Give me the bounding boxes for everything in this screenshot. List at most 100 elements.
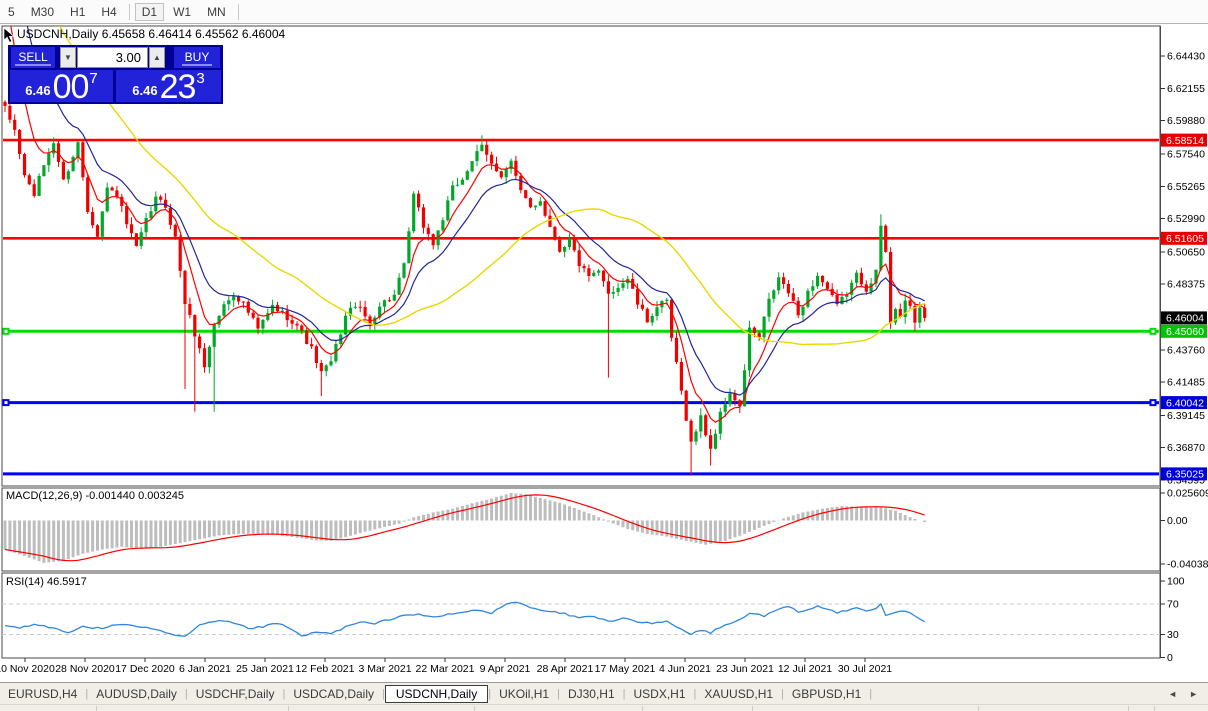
price-badge-6.46004 (1161, 311, 1207, 325)
symbol-tabbar: EURUSD,H4 | AUDUSD,Daily | USDCHF,Daily | USDC… (0, 682, 1208, 704)
tab-scroll-left-icon[interactable]: ◄ (1168, 688, 1178, 699)
rsi-tick-label: 100 (1167, 576, 1185, 588)
price-badge-6.58514 (1161, 133, 1207, 147)
volume-decrease-button[interactable]: ▼ (60, 47, 76, 68)
price-tick-label: 6.50650 (1167, 246, 1205, 258)
price-tick-label: 6.43760 (1167, 344, 1205, 356)
date-label: 12 Jul 2021 (778, 663, 832, 675)
timeframe-h4[interactable]: H4 (101, 4, 117, 19)
chart-ohlc-readout: 6.45658 6.46414 6.45562 6.46004 (101, 27, 286, 41)
line-handle-center (4, 401, 8, 405)
tab-gbpusd-h1[interactable]: GBPUSD,H1 (791, 686, 862, 701)
chart-title: USDCNH,Daily 6.45658 6.46414 6.45562 6.4… (17, 27, 285, 41)
sell-button[interactable]: SELL (11, 47, 55, 68)
timeframe-h1[interactable]: H1 (70, 4, 86, 19)
status-bar (0, 704, 1208, 711)
date-label: 9 Apr 2021 (480, 663, 531, 675)
tab-separator: | (282, 687, 286, 700)
tab-separator: | (869, 687, 873, 700)
tab-usdx-h1[interactable]: USDX,H1 (633, 686, 686, 701)
timeframe-toolbar: 5 M30 H1 H4 D1 W1 MN (0, 0, 1208, 24)
macd-tick-label: -0.040386 (1167, 558, 1208, 570)
one-click-trade-panel: SELL ▼ 3.00 ▲ BUY 6.46 00 7 6.46 23 3 (8, 45, 223, 104)
tab-separator: | (382, 687, 385, 700)
ma-fast (10, 26, 926, 423)
date-label: 12 Feb 2021 (296, 663, 355, 675)
statusbar-divider (1128, 706, 1129, 711)
price-tick-label: 6.59880 (1167, 115, 1205, 127)
sell-button-label: SELL (15, 50, 51, 66)
timeframe-d1[interactable]: D1 (134, 2, 165, 21)
down-candle-wicks (4, 100, 926, 476)
date-label: 17 May 2021 (595, 663, 656, 675)
rsi-line (4, 601, 926, 637)
tab-usdcad-daily[interactable]: USDCAD,Daily (293, 686, 374, 701)
price-tick-label: 6.41485 (1167, 377, 1205, 389)
date-label: 25 Jan 2021 (236, 663, 294, 675)
tab-separator: | (488, 687, 492, 700)
price-badge-6.40042 (1161, 396, 1207, 410)
toolbar-separator (237, 3, 239, 20)
time-axis[interactable]: 10 Nov 2020 28 Nov 2020 17 Dec 2020 6 Jan 2… (0, 658, 892, 675)
tab-audusd-daily[interactable]: AUDUSD,Daily (96, 686, 177, 701)
tab-usdchf-daily[interactable]: USDCHF,Daily (195, 686, 275, 701)
horizontal-level-lines[interactable] (2, 138, 1160, 476)
macd-signal-line (4, 494, 925, 562)
rsi-tick-label: 70 (1167, 599, 1179, 611)
timeframe-m30[interactable]: M30 (30, 4, 55, 19)
price-badge-label: 6.40042 (1166, 397, 1204, 409)
buy-price-panel[interactable]: 6.46 23 3 (116, 68, 221, 106)
timeframe-5[interactable]: 5 (8, 4, 15, 19)
ma-medium (26, 26, 925, 396)
tab-separator: | (184, 687, 188, 700)
price-tick-label: 6.57540 (1167, 149, 1205, 161)
date-label: 22 Mar 2021 (416, 663, 475, 675)
rsi-tick-label: 0 (1167, 652, 1173, 664)
tab-separator: | (781, 687, 784, 700)
price-tick-label: 6.55265 (1167, 181, 1205, 193)
timeframe-w1[interactable]: W1 (173, 4, 192, 19)
candlestick-series (3, 100, 927, 476)
buy-button-label: BUY (181, 50, 213, 66)
tab-scroll-arrows: ◄ ► (1168, 689, 1198, 699)
volume-input[interactable]: 3.00 (77, 47, 148, 68)
statusbar-divider (1154, 706, 1155, 711)
timeframe-mn[interactable]: MN (207, 4, 226, 19)
macd-tick-label: 0.00 (1167, 515, 1188, 527)
statusbar-divider (978, 706, 979, 711)
price-badge-6.45060 (1161, 324, 1207, 338)
date-label: 10 Nov 2020 (0, 663, 55, 675)
statusbar-divider (642, 706, 643, 711)
buy-price-prefix: 6.46 (132, 83, 158, 98)
price-badge-label: 6.35025 (1166, 469, 1204, 481)
buy-price-pip: 3 (196, 70, 205, 87)
price-tick-label: 6.39145 (1167, 410, 1205, 422)
statusbar-divider (474, 706, 475, 711)
tab-separator: | (693, 687, 697, 700)
date-label: 4 Jun 2021 (659, 663, 711, 675)
price-tick-label: 6.48375 (1167, 279, 1205, 291)
sell-price-pip: 7 (89, 70, 98, 87)
buy-button[interactable]: BUY (174, 47, 220, 68)
tab-xauusd-h1[interactable]: XAUUSD,H1 (704, 686, 774, 701)
date-label: 28 Nov 2020 (55, 663, 115, 675)
sell-price-prefix: 6.46 (25, 83, 51, 98)
price-badge-label: 6.45060 (1166, 326, 1204, 338)
price-tick-label: 6.52990 (1167, 213, 1205, 225)
tab-dj30-h1[interactable]: DJ30,H1 (567, 686, 615, 701)
tab-usdcnh-daily[interactable]: USDCNH,Daily (384, 684, 489, 703)
rsi-pane[interactable] (1, 572, 1161, 659)
date-label: 23 Jun 2021 (716, 663, 774, 675)
volume-increase-button[interactable]: ▲ (149, 47, 165, 68)
price-badge-label: 6.46004 (1166, 313, 1204, 325)
buy-price-main: 23 (159, 68, 197, 106)
date-label: 6 Jan 2021 (179, 663, 231, 675)
tab-scroll-right-icon[interactable]: ► (1189, 688, 1198, 699)
sell-price-panel[interactable]: 6.46 00 7 (10, 70, 113, 104)
tab-ukoil-h1[interactable]: UKOil,H1 (499, 686, 550, 701)
ma-slow (58, 26, 925, 346)
price-badge-label: 6.58514 (1166, 135, 1204, 147)
price-chart[interactable]: 6.64430 6.62155 6.59880 6.57540 6.55265 6.529… (0, 0, 1208, 681)
tab-eurusd-h4[interactable]: EURUSD,H4 (8, 686, 78, 701)
